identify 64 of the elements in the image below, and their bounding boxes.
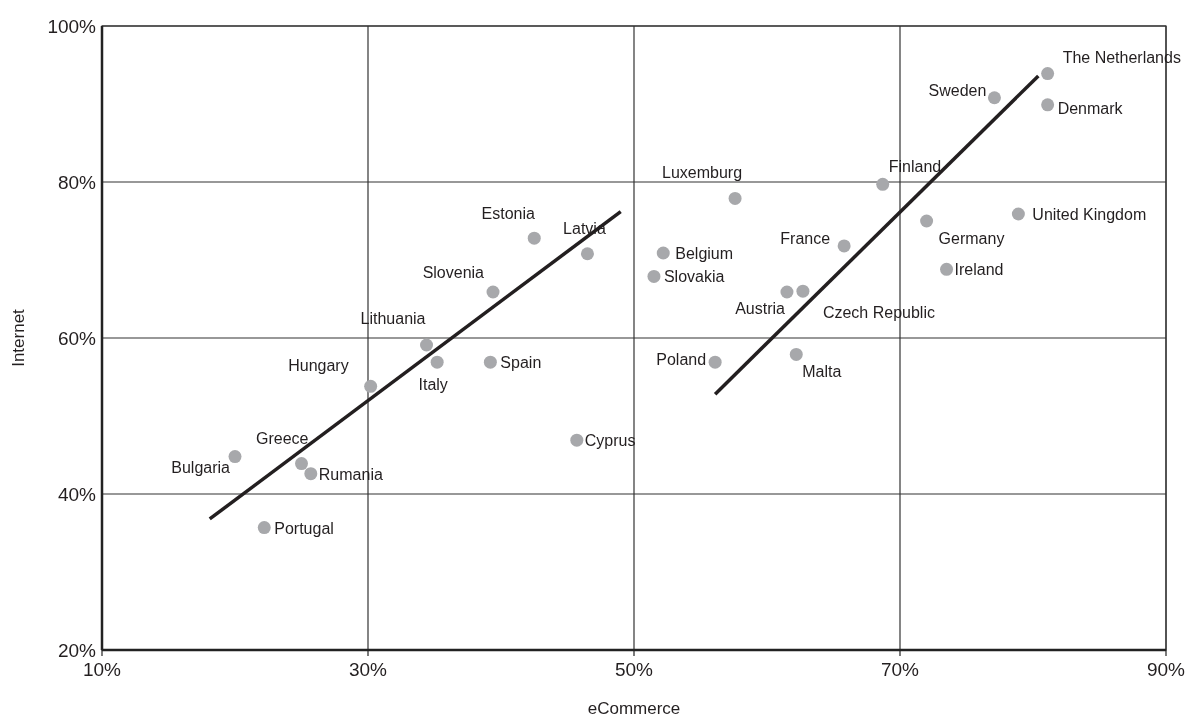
point: [656, 246, 670, 260]
point: [728, 191, 742, 205]
annotation: Portugal: [274, 519, 334, 537]
annotation: Hungary: [288, 357, 349, 375]
point: [1011, 207, 1025, 221]
annotation: Estonia: [481, 205, 536, 223]
y-tick-label: 100%: [47, 16, 97, 37]
annotation: Slovakia: [663, 268, 725, 286]
annotation: Finland: [888, 158, 942, 176]
annotation: Sweden: [928, 81, 987, 99]
point: [920, 214, 934, 228]
y-tick-label: 60%: [57, 328, 97, 349]
annotation: France: [780, 229, 831, 247]
y-tick-label: 40%: [57, 484, 97, 505]
x-tick-label: 50%: [614, 659, 654, 680]
point: [257, 521, 271, 535]
x-tick-label: 90%: [1146, 659, 1186, 680]
point: [420, 338, 434, 352]
point: [647, 269, 661, 283]
x-tick-label: 10%: [82, 659, 122, 680]
point: [527, 231, 541, 245]
point: [940, 262, 954, 276]
x-tick-label: 70%: [880, 659, 920, 680]
point: [1041, 67, 1055, 81]
x-axis-title: eCommerce: [587, 699, 681, 718]
annotation: Belgium: [675, 244, 734, 262]
annotation: Cyprus: [584, 432, 636, 450]
point: [876, 177, 890, 191]
point: [987, 91, 1001, 105]
annotation: United Kingdom: [1032, 205, 1147, 223]
annotation: Greece: [256, 429, 309, 447]
y-axis-title: Internet: [9, 308, 28, 367]
point: [796, 284, 810, 298]
x-tick-label: 30%: [348, 659, 388, 680]
annotation: Poland: [656, 351, 707, 369]
point: [837, 239, 851, 253]
point: [580, 247, 594, 261]
annotation: Lithuania: [360, 310, 426, 328]
annotation: Italy: [418, 376, 448, 394]
y-tick-label: 80%: [57, 172, 97, 193]
point: [708, 355, 722, 369]
annotation: Germany: [938, 230, 1005, 247]
annotation: Czech Republic: [822, 304, 935, 322]
annotation: Austria: [735, 299, 786, 317]
annotation: Rumania: [318, 465, 383, 483]
point: [483, 355, 497, 369]
point: [364, 379, 378, 393]
point: [486, 285, 500, 299]
annotation: Slovenia: [422, 263, 485, 281]
point: [430, 355, 444, 369]
point: [1041, 98, 1055, 112]
point: [295, 457, 308, 471]
annotation: Luxemburg: [662, 164, 743, 182]
point: [570, 433, 584, 447]
y-tick-label: 20%: [57, 640, 97, 661]
point: [780, 285, 794, 299]
point: [304, 467, 318, 481]
annotation: Spain: [500, 354, 542, 372]
annotation: Bulgaria: [171, 458, 231, 476]
annotation: Malta: [802, 363, 842, 381]
annotation: Ireland: [954, 261, 1004, 279]
point: [228, 450, 242, 464]
point: [789, 347, 803, 361]
annotation: Denmark: [1057, 99, 1124, 117]
